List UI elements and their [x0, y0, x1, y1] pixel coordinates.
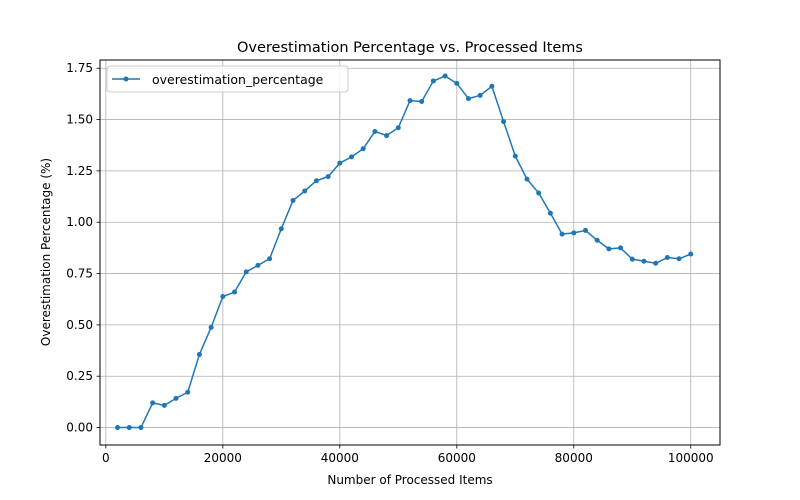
y-tick-label: 1.00: [66, 215, 93, 229]
data-point: [524, 176, 530, 182]
y-tick-label: 1.75: [66, 61, 93, 75]
y-tick-label: 0.50: [66, 318, 93, 332]
y-tick-label: 0.75: [66, 267, 93, 281]
data-point: [126, 425, 132, 431]
x-axis: 0 20000 40000 60000 80000 100000: [102, 445, 714, 465]
data-point: [232, 289, 238, 295]
x-tick-label: 40000: [321, 451, 359, 465]
legend: overestimation_percentage: [106, 65, 349, 93]
data-point: [571, 230, 577, 236]
data-point: [384, 133, 390, 139]
data-point: [290, 197, 296, 203]
data-point: [676, 256, 682, 262]
data-point: [255, 262, 261, 268]
x-tick-label: 0: [102, 451, 110, 465]
legend-label: overestimation_percentage: [152, 72, 324, 87]
data-point: [629, 256, 635, 262]
data-point: [594, 237, 600, 243]
data-point: [407, 98, 413, 104]
data-point: [115, 425, 121, 431]
data-point: [267, 256, 273, 262]
data-point: [664, 255, 670, 261]
data-point: [313, 178, 319, 184]
data-point: [606, 246, 612, 252]
data-point: [302, 188, 308, 194]
data-point: [618, 245, 624, 251]
data-point: [349, 154, 355, 160]
data-point: [430, 78, 436, 84]
data-point: [501, 119, 507, 125]
data-point: [653, 260, 659, 266]
data-point: [419, 98, 425, 104]
legend-marker-swatch: [123, 76, 129, 82]
chart-title: Overestimation Percentage vs. Processed …: [237, 40, 583, 56]
data-point: [454, 80, 460, 86]
data-point: [442, 73, 448, 79]
data-point: [465, 96, 471, 102]
legend-box: [106, 65, 349, 93]
y-tick-label: 0.00: [66, 421, 93, 435]
data-point: [489, 83, 495, 89]
data-point: [512, 153, 518, 159]
data-point: [161, 402, 167, 408]
data-point: [220, 294, 226, 300]
data-point: [173, 395, 179, 401]
data-point: [208, 324, 214, 330]
x-tick-label: 60000: [438, 451, 476, 465]
data-point: [196, 351, 202, 357]
y-tick-label: 1.25: [66, 164, 93, 178]
y-tick-label: 1.50: [66, 113, 93, 127]
data-point: [547, 210, 553, 216]
data-point: [337, 160, 343, 166]
data-point: [559, 231, 565, 237]
data-point: [185, 389, 191, 395]
x-tick-label: 100000: [668, 451, 714, 465]
grid: [100, 60, 720, 445]
y-axis-title: Overestimation Percentage (%): [39, 158, 53, 346]
data-point: [138, 425, 144, 431]
data-point: [477, 92, 483, 98]
data-point: [150, 400, 156, 406]
y-axis: 0.00 0.25 0.50 0.75 1.00 1.25 1.50 1.75: [66, 61, 100, 435]
x-tick-label: 20000: [204, 451, 242, 465]
series-layer: [115, 73, 694, 431]
x-axis-title: Number of Processed Items: [327, 473, 492, 487]
data-point: [325, 174, 331, 180]
data-point: [536, 190, 542, 196]
data-point: [688, 251, 694, 257]
data-point: [582, 227, 588, 233]
data-point: [395, 125, 401, 131]
data-point: [372, 128, 378, 134]
data-point: [278, 226, 284, 232]
data-point: [360, 146, 366, 152]
y-tick-label: 0.25: [66, 369, 93, 383]
x-tick-label: 80000: [555, 451, 593, 465]
data-point: [641, 258, 647, 264]
plot-frame: [99, 59, 721, 446]
series-line: [117, 75, 692, 429]
data-point: [243, 269, 249, 275]
